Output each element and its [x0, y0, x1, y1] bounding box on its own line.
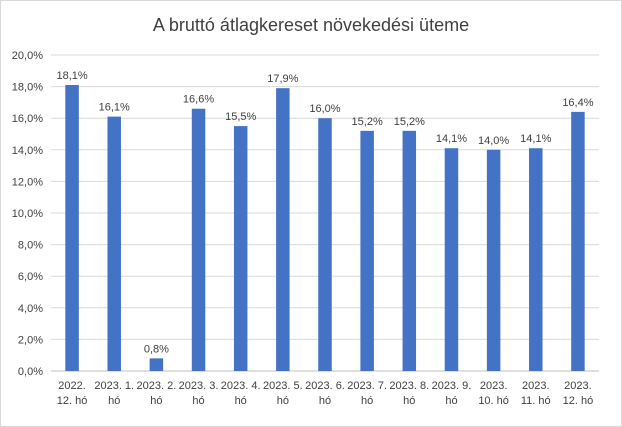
y-tick-label: 6,0% — [18, 271, 43, 283]
x-category-label: 2023. 7. — [347, 380, 387, 392]
data-label: 14,1% — [520, 133, 551, 145]
bar — [444, 148, 459, 371]
y-tick-label: 20,0% — [12, 50, 43, 62]
x-category-label: hó — [319, 395, 331, 407]
x-category-label: 2023. 3. — [179, 380, 219, 392]
bars — [65, 85, 585, 372]
x-category-label: hó — [403, 395, 415, 407]
x-category-label: hó — [445, 395, 457, 407]
bar — [360, 130, 374, 371]
y-tick-label: 2,0% — [18, 334, 43, 346]
bar — [191, 108, 206, 371]
x-category-label: 12. hó — [563, 395, 594, 407]
x-category-label: 2023. 6. — [305, 380, 345, 392]
data-label: 0,8% — [144, 343, 169, 355]
x-category-label: 10. hó — [478, 395, 509, 407]
x-category-label: 2023. — [522, 380, 550, 392]
x-category-label: hó — [150, 395, 162, 407]
bar — [402, 130, 417, 371]
data-label: 15,2% — [394, 116, 425, 128]
x-category-label: hó — [361, 395, 373, 407]
y-tick-label: 14,0% — [12, 145, 43, 157]
x-category-label: 12. hó — [57, 395, 88, 407]
data-label: 15,2% — [352, 116, 383, 128]
data-label: 16,0% — [309, 103, 340, 115]
x-category-label: hó — [235, 395, 247, 407]
bar — [233, 126, 248, 371]
y-tick-label: 4,0% — [18, 303, 43, 315]
y-tick-label: 10,0% — [12, 208, 43, 220]
y-tick-label: 8,0% — [18, 240, 43, 252]
x-category-label: hó — [277, 395, 289, 407]
data-labels: 18,1% 16,1% 0,8% 16,6% 15,5% 17,9% 16,0% 15,2% 1… — [56, 70, 593, 355]
bar — [318, 118, 332, 371]
bar — [149, 358, 164, 371]
x-axis-category-labels: 2022. 12. hó 2023. 1. hó 2023. 2. hó 2023. 3. h… — [57, 380, 593, 407]
y-tick-label: 16,0% — [12, 113, 43, 125]
x-category-label: 2022. — [58, 380, 86, 392]
data-label: 17,9% — [267, 73, 298, 85]
y-axis-tick-labels: 0,0% 2,0% 4,0% 6,0% 8,0% 10,0% 12,0% 14,0% 16,0%… — [12, 50, 43, 378]
bar — [486, 149, 501, 371]
data-label: 16,1% — [99, 102, 130, 114]
data-label: 16,6% — [183, 94, 214, 106]
y-tick-label: 18,0% — [12, 82, 43, 94]
chart-title: A bruttó átlagkereset növekedési üteme — [153, 15, 469, 35]
y-tick-label: 0,0% — [18, 366, 43, 378]
bar — [529, 148, 543, 371]
data-label: 14,0% — [478, 135, 509, 147]
x-category-label: 2023. 8. — [389, 380, 429, 392]
x-category-label: 2023. 2. — [137, 380, 177, 392]
x-category-label: 2023. 9. — [432, 380, 472, 392]
bar — [276, 88, 290, 372]
x-category-label: 11. hó — [521, 395, 551, 407]
x-category-label: 2023. 1. — [94, 380, 134, 392]
bar — [571, 111, 585, 371]
x-category-label: 2023. 5. — [263, 380, 303, 392]
x-category-label: hó — [192, 395, 204, 407]
x-category-label: hó — [108, 395, 120, 407]
data-label: 15,5% — [225, 111, 256, 123]
data-label: 18,1% — [56, 70, 87, 82]
y-tick-label: 12,0% — [12, 176, 43, 188]
bar — [65, 85, 79, 372]
x-category-label: 2023. — [564, 380, 592, 392]
data-label: 16,4% — [562, 97, 593, 109]
data-label: 14,1% — [436, 133, 467, 145]
x-category-label: 2023. 4. — [221, 380, 261, 392]
bar — [107, 116, 121, 372]
x-category-label: 2023. — [480, 380, 508, 392]
